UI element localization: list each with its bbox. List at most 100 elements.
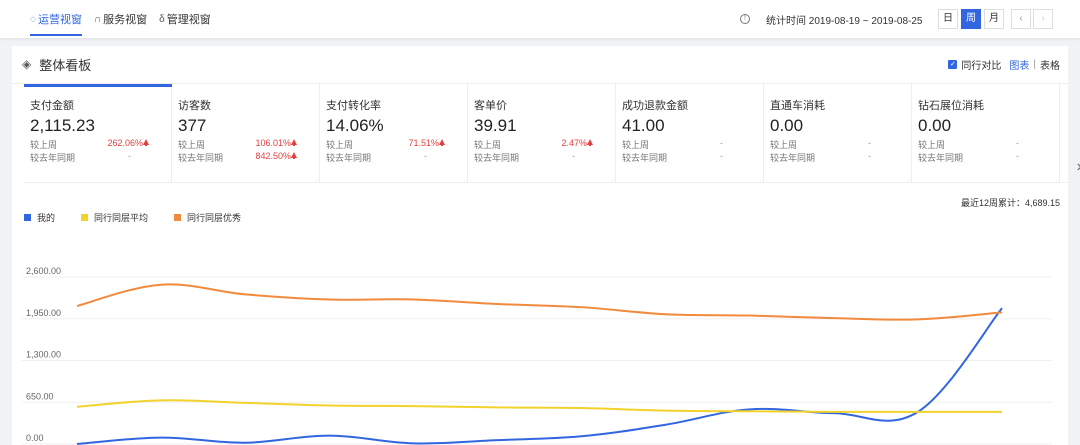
y-tick-label: 1,300.00	[26, 350, 61, 360]
metric-value: 377	[178, 116, 207, 135]
compare-label: 较去年同期	[622, 153, 668, 163]
compare-checkbox[interactable]: ✓	[948, 59, 958, 69]
metric-value: 39.91	[474, 116, 517, 135]
metric-compare-row: 较去年同期 -	[622, 151, 763, 163]
compare-value: -	[424, 151, 427, 161]
metric-compare-row: 较上周 -	[770, 138, 911, 150]
compare-value: 262.06%	[107, 138, 143, 148]
stat-time: ! 统计时间 2019-08-19 ~ 2019-08-25	[740, 0, 922, 38]
period-week-button[interactable]: 周	[961, 9, 981, 29]
compare-value: -	[720, 151, 723, 161]
next-metrics-arrow-icon[interactable]: ›	[1077, 158, 1080, 176]
overview-panel: ◈ 整体看板 ✓ 同行对比 图表 | 表格 支付金额 2,115.23 较上周 262…	[12, 46, 1080, 445]
metrics-row: 支付金额 2,115.23 较上周 262.06% 较去年同期 - 访客数 377 较上周 106…	[24, 84, 1080, 183]
compare-label: 较上周	[770, 140, 798, 150]
compare-value: -	[868, 151, 871, 161]
layers-icon: ◈	[22, 57, 32, 71]
y-tick-label: 650.00	[26, 391, 54, 401]
metric-compare-row: 较去年同期 -	[770, 151, 911, 163]
view-tabs: ◌ 运营视窗 ∩ 服务视窗 δ 管理视窗	[30, 0, 223, 38]
compare-label: 较去年同期	[326, 153, 372, 163]
legend-label: 同行同层平均	[94, 213, 149, 223]
metric-compare-row: 较上周 262.06%	[30, 138, 171, 150]
tab-manage[interactable]: δ 管理视窗	[159, 0, 211, 38]
legend-swatch	[24, 214, 31, 221]
series-line-2[interactable]	[76, 283, 1003, 321]
compare-label: 较去年同期	[30, 153, 76, 163]
prev-period-button[interactable]: ‹	[1011, 9, 1031, 29]
manage-icon: δ	[159, 13, 165, 25]
metric-compare-row: 较上周 106.01%	[178, 138, 319, 150]
compare-label: 较上周	[326, 140, 354, 150]
compare-value: -	[720, 138, 723, 148]
info-icon[interactable]: !	[740, 14, 750, 24]
legend-item[interactable]: 同行同层优秀	[174, 211, 241, 224]
compare-value: -	[1016, 138, 1019, 148]
service-icon: ∩	[93, 13, 102, 25]
tab-service[interactable]: ∩ 服务视窗	[94, 0, 147, 38]
compare-value: -	[572, 151, 575, 161]
compare-value: 71.51%	[408, 138, 439, 148]
next-period-button[interactable]: ›	[1033, 9, 1053, 29]
compare-value: -	[128, 151, 131, 161]
tab-ops[interactable]: ◌ 运营视窗	[30, 0, 82, 38]
panel-controls: ✓ 同行对比 图表 | 表格	[948, 46, 1060, 82]
compare-label: 较上周	[474, 140, 502, 150]
legend-swatch	[174, 214, 182, 221]
metric-label: 直通车消耗	[770, 100, 825, 112]
panel-title: ◈ 整体看板	[22, 46, 91, 82]
metric-compare-row: 较去年同期 -	[326, 151, 467, 163]
legend-item[interactable]: 我的	[24, 211, 55, 224]
panel-header: ◈ 整体看板 ✓ 同行对比 图表 | 表格	[12, 46, 1068, 84]
compare-label: 同行对比	[961, 60, 1002, 72]
metric-card[interactable]: 客单价 39.91 较上周 2.47% 较去年同期 -	[468, 84, 616, 183]
compare-label: 较去年同期	[918, 153, 964, 163]
view-chart-link[interactable]: 图表	[1009, 60, 1030, 72]
y-tick-label: 2,600.00	[26, 266, 61, 276]
legend-swatch	[81, 214, 89, 221]
metric-label: 成功退款金额	[622, 100, 688, 112]
legend-item[interactable]: 同行同层平均	[81, 211, 148, 224]
metric-card[interactable]: 支付转化率 14.06% 较上周 71.51% 较去年同期 -	[320, 84, 468, 183]
metric-card[interactable]: 支付金额 2,115.23 较上周 262.06% 较去年同期 -	[24, 84, 172, 183]
metric-card[interactable]: 直通车消耗 0.00 较上周 - 较去年同期 -	[764, 84, 912, 183]
metric-label: 访客数	[178, 100, 211, 112]
metric-value: 14.06%	[326, 116, 384, 135]
metric-compare-row: 较上周 2.47%	[474, 138, 615, 150]
compare-label: 较上周	[622, 140, 650, 150]
top-bar: ◌ 运营视窗 ∩ 服务视窗 δ 管理视窗 ! 统计时间 2019-08-19 ~…	[0, 0, 1080, 38]
compare-label: 较去年同期	[770, 153, 816, 163]
arrow-up-icon	[291, 152, 297, 159]
panel-title-text: 整体看板	[39, 57, 92, 73]
compare-value: 2.47%	[561, 138, 587, 148]
metric-card[interactable]: 钻石展位消耗 0.00 较上周 - 较去年同期 -	[912, 84, 1060, 183]
metric-compare-row: 较去年同期 842.50%	[178, 151, 319, 163]
cumulative-total: 最近12周累计：4,689.15	[960, 198, 1060, 208]
view-table-link[interactable]: 表格	[1040, 60, 1060, 72]
metric-value: 0.00	[770, 116, 804, 135]
compare-value: -	[868, 138, 871, 148]
metric-compare-row: 较去年同期 -	[918, 151, 1059, 163]
metric-value: 41.00	[622, 116, 665, 135]
tab-label: 服务视窗	[103, 14, 148, 26]
metric-label: 钻石展位消耗	[918, 100, 984, 112]
y-tick-label: 1,950.00	[26, 308, 61, 318]
arrow-up-icon	[143, 139, 149, 146]
compare-label: 较去年同期	[474, 153, 520, 163]
compare-value: -	[1016, 151, 1019, 161]
metric-label: 客单价	[474, 100, 507, 112]
arrow-up-icon	[587, 139, 593, 146]
metric-compare-row: 较去年同期 -	[30, 151, 171, 163]
compare-label: 较上周	[178, 140, 206, 150]
period-day-button[interactable]: 日	[938, 9, 958, 29]
metric-card[interactable]: 成功退款金额 41.00 较上周 - 较去年同期 -	[616, 84, 764, 183]
tab-label: 管理视窗	[166, 14, 211, 26]
compare-label: 较上周	[918, 140, 946, 150]
period-month-button[interactable]: 月	[984, 9, 1004, 29]
metric-card[interactable]: 访客数 377 较上周 106.01% 较去年同期 842.50%	[172, 84, 320, 183]
chart-legend: 我的 同行同层平均 同行同层优秀	[24, 211, 267, 224]
series-line-0[interactable]	[76, 307, 1003, 445]
metric-label: 支付金额	[30, 100, 74, 112]
period-selector: 日 周 月 ‹ ›	[938, 9, 1055, 29]
series-line-1[interactable]	[76, 399, 1002, 413]
